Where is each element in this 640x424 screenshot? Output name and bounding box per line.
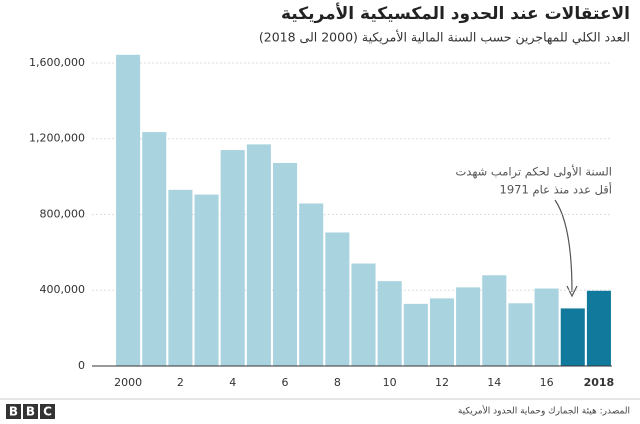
- annotation: السنة الأولى لحكم ترامب شهدت: [455, 165, 612, 180]
- bar: [168, 189, 193, 366]
- bar: [586, 290, 611, 366]
- logo-letter: B: [26, 405, 35, 419]
- y-tick-label: 1,600,000: [29, 56, 85, 69]
- x-tick-label: 10: [383, 376, 397, 389]
- bar: [429, 298, 455, 366]
- x-tick-label: 6: [282, 376, 289, 389]
- bar: [142, 132, 167, 366]
- bar: [246, 144, 271, 366]
- chart-title: الاعتقالات عند الحدود المكسيكية الأمريكي…: [281, 3, 630, 24]
- annotation-arrowhead: [566, 285, 578, 298]
- y-tick-label: 1,200,000: [29, 132, 85, 145]
- bar: [299, 203, 324, 366]
- bar: [325, 232, 350, 366]
- annotation-arrow: [554, 199, 573, 293]
- x-tick-label: 8: [334, 376, 341, 389]
- x-tick-label: 2018: [584, 376, 615, 389]
- logo-box: [6, 404, 21, 419]
- logo: B B C: [6, 404, 55, 419]
- x-tick-label: 16: [540, 376, 554, 389]
- x-tick-label: 2: [177, 376, 184, 389]
- logo-box: [23, 404, 38, 419]
- logo-letter: B: [9, 405, 18, 419]
- bar: [272, 162, 298, 366]
- x-tick-label: 14: [487, 376, 501, 389]
- logo-letter: C: [43, 405, 52, 419]
- logo-box: [40, 404, 55, 419]
- bar: [194, 194, 219, 366]
- bar: [534, 288, 559, 366]
- bar: [351, 263, 376, 366]
- annotation: أقل عدد منذ عام 1971: [500, 182, 612, 197]
- bar: [220, 150, 245, 366]
- bar: [456, 287, 481, 366]
- x-tick-label: 12: [435, 376, 449, 389]
- y-tick-label: 400,000: [40, 283, 86, 296]
- bar: [482, 275, 507, 366]
- x-tick-label: 4: [229, 376, 236, 389]
- bar: [116, 54, 141, 366]
- x-tick-label: 2000: [114, 376, 142, 389]
- bar: [403, 303, 428, 366]
- bar: [508, 303, 533, 366]
- chart-subtitle: العدد الكلي للمهاجرين حسب السنة المالية …: [259, 30, 630, 46]
- bar: [377, 281, 402, 366]
- y-tick-label: 800,000: [40, 207, 86, 220]
- bar: [560, 308, 585, 366]
- y-tick-label: 0: [78, 359, 85, 372]
- source: المصدر: هيئة الجمارك وحماية الحدود الأمر…: [458, 405, 630, 417]
